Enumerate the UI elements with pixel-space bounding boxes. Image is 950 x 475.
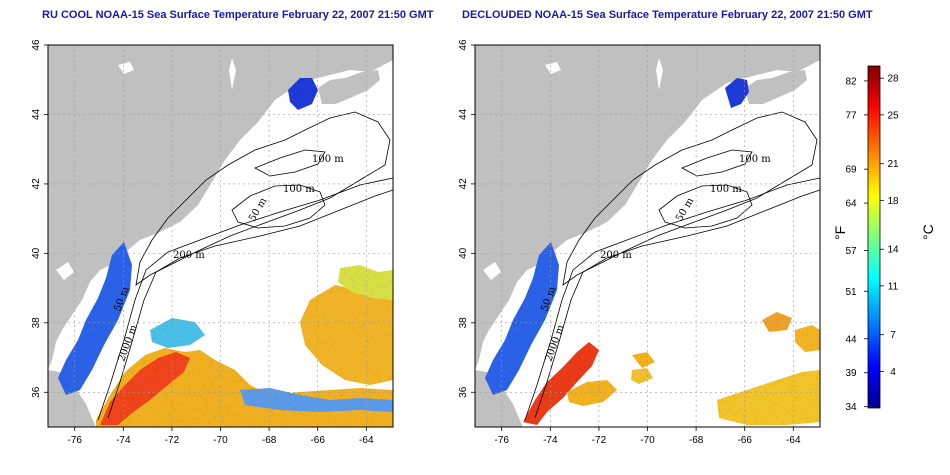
y-tick-label: 46 xyxy=(31,39,42,51)
x-tick-label: -76 xyxy=(67,435,82,446)
y-tick-label: 42 xyxy=(31,178,42,190)
fahrenheit-tick-label: 64 xyxy=(845,199,857,210)
colorbar-ticks: 28 25 21 18 14 11 7 4 82 77 69 64 57 51 44 39 34 xyxy=(845,74,899,413)
y-tick-label: 42 xyxy=(458,178,469,190)
land-mass xyxy=(475,45,820,427)
contour-label: 200 m xyxy=(173,250,205,261)
map-axes: -76 -74 -72 -70 -68 -66 -64 36 38 40 42 44 46 xyxy=(458,39,801,446)
x-tick-label: -74 xyxy=(543,435,558,446)
lake-features xyxy=(56,58,236,280)
y-tick-label: 40 xyxy=(31,247,42,259)
x-tick-label: -66 xyxy=(737,435,752,446)
right-sst-map: 100 m 100 m 50 m 200 m 50 m 2000 m -76 -7… xyxy=(458,39,821,446)
x-tick-label: -74 xyxy=(116,435,131,446)
celsius-tick-label: 28 xyxy=(887,74,899,85)
sst-blue-coastal xyxy=(58,78,318,395)
land-mass xyxy=(48,45,393,427)
x-tick-label: -68 xyxy=(689,435,704,446)
fahrenheit-tick-label: 39 xyxy=(845,368,857,379)
celsius-tick-label: 4 xyxy=(890,367,896,378)
celsius-tick-label: 11 xyxy=(888,281,899,292)
fahrenheit-tick-label: 77 xyxy=(845,110,857,121)
x-tick-label: -64 xyxy=(359,435,374,446)
bathymetry-contours xyxy=(524,111,821,421)
celsius-tick-label: 25 xyxy=(887,110,899,121)
fahrenheit-tick-label: 82 xyxy=(845,76,857,87)
left-sst-map: 100 m 100 m 50 m 200 m 50 m 2000 m -76 -7… xyxy=(31,39,394,446)
lat-lon-grid xyxy=(475,44,820,427)
sst-warm-water xyxy=(96,265,393,427)
fahrenheit-unit-label: °F xyxy=(832,226,848,240)
contour-label: 200 m xyxy=(600,250,632,261)
y-tick-label: 44 xyxy=(458,108,469,120)
contour-label: 100 m xyxy=(312,154,344,165)
celsius-tick-label: 7 xyxy=(890,330,896,341)
y-tick-label: 36 xyxy=(458,386,469,398)
x-tick-label: -72 xyxy=(592,435,607,446)
sst-blue-coastal xyxy=(485,78,749,395)
x-tick-label: -72 xyxy=(165,435,180,446)
temperature-colorbar: 28 25 21 18 14 11 7 4 82 77 69 64 57 51 44 39 34 °F °C xyxy=(832,65,936,413)
y-tick-label: 40 xyxy=(458,247,469,259)
sst-warm-water xyxy=(523,312,820,425)
x-tick-label: -70 xyxy=(213,435,228,446)
contour-label: 100 m xyxy=(710,184,742,195)
fahrenheit-tick-label: 69 xyxy=(845,165,857,176)
lake-features xyxy=(483,58,663,280)
y-tick-label: 44 xyxy=(31,108,42,120)
right-map-title: DECLOUDED NOAA-15 Sea Surface Temperatur… xyxy=(462,9,873,21)
celsius-tick-label: 14 xyxy=(887,245,899,256)
celsius-tick-label: 18 xyxy=(887,196,899,207)
x-tick-label: -76 xyxy=(494,435,509,446)
celsius-tick-label: 21 xyxy=(887,159,899,170)
x-tick-label: -70 xyxy=(640,435,655,446)
fahrenheit-tick-label: 51 xyxy=(845,287,857,298)
y-tick-label: 46 xyxy=(458,39,469,51)
lat-lon-grid xyxy=(48,44,393,427)
fahrenheit-tick-label: 57 xyxy=(845,246,857,257)
x-tick-label: -64 xyxy=(786,435,801,446)
colorbar-gradient xyxy=(867,65,881,409)
celsius-unit-label: °C xyxy=(920,224,936,240)
x-tick-label: -66 xyxy=(310,435,325,446)
left-map-title: RU COOL NOAA-15 Sea Surface Temperature … xyxy=(42,9,434,21)
fahrenheit-tick-label: 34 xyxy=(845,402,857,413)
x-tick-label: -68 xyxy=(262,435,277,446)
fahrenheit-tick-label: 44 xyxy=(845,334,857,345)
contour-label: 100 m xyxy=(283,184,315,195)
y-tick-label: 38 xyxy=(31,317,42,329)
y-tick-label: 38 xyxy=(458,317,469,329)
y-tick-label: 36 xyxy=(31,386,42,398)
map-axes: -76 -74 -72 -70 -68 -66 -64 36 38 40 42 44 46 xyxy=(31,39,374,446)
contour-label: 100 m xyxy=(739,154,771,165)
